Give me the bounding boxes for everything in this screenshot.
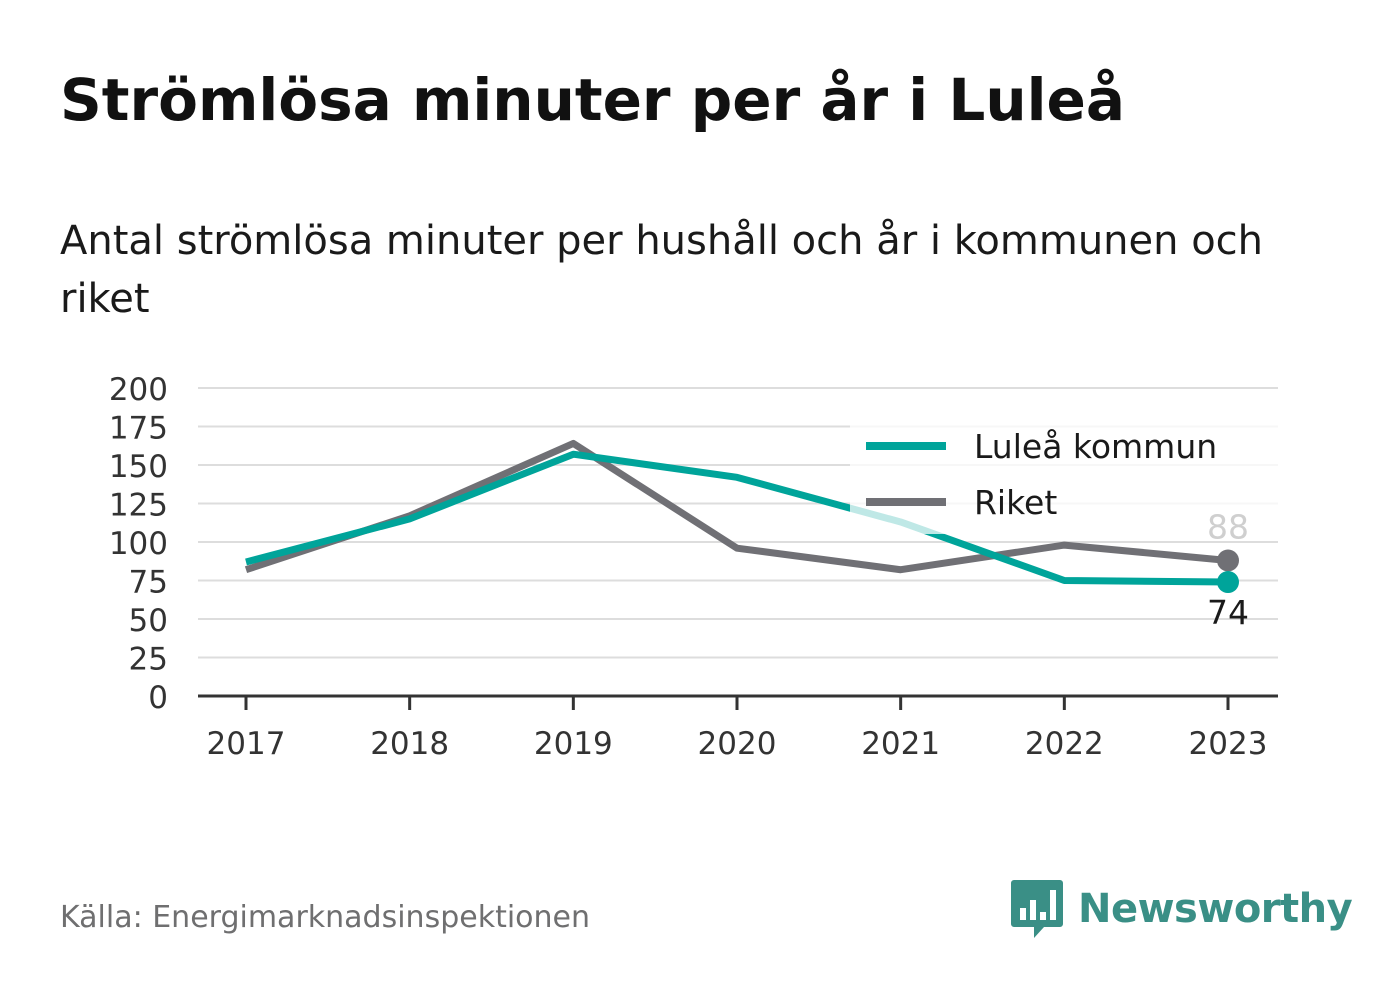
- legend-label: Riket: [974, 483, 1057, 522]
- x-tick-label: 2017: [207, 726, 286, 762]
- y-tick-label: 25: [129, 642, 168, 678]
- end-labels: 88 74: [1207, 507, 1249, 632]
- series-lines: [244, 439, 1239, 594]
- chart-subtitle: Antal strömlösa minuter per hushåll och …: [60, 218, 1264, 322]
- x-tick-label: 2020: [698, 726, 777, 762]
- y-tick-label: 50: [129, 603, 168, 639]
- y-tick-label: 0: [148, 680, 168, 716]
- bar-chart-speech-bubble-icon: [1011, 880, 1063, 938]
- end-value-label: 74: [1207, 593, 1249, 632]
- legend: Luleå kommun Riket: [850, 418, 1280, 534]
- x-tick-label: 2018: [370, 726, 449, 762]
- source-note: Källa: Energimarknadsinspektionen: [60, 900, 591, 935]
- x-tick-label: 2019: [534, 726, 613, 762]
- brand-logo: Newsworthy: [1010, 878, 1353, 940]
- y-tick-label: 125: [109, 488, 168, 524]
- y-tick-label: 150: [109, 449, 168, 485]
- x-tick-label: 2022: [1025, 726, 1104, 762]
- x-tick-label: 2023: [1189, 726, 1268, 762]
- y-tick-label: 200: [109, 372, 168, 408]
- brand-name: Newsworthy: [1078, 886, 1353, 932]
- end-point-marker: [1217, 571, 1239, 594]
- end-point-marker: [1217, 549, 1239, 572]
- legend-background: [850, 418, 1280, 534]
- end-value-label: 88: [1207, 507, 1249, 546]
- y-tick-label: 75: [129, 565, 168, 601]
- series-line: [245, 450, 1229, 586]
- chart-title: Strömlösa minuter per år i Luleå: [60, 66, 1125, 134]
- legend-label: Luleå kommun: [974, 427, 1217, 466]
- x-axis-ticks: 2017 2018 2019 2020 2021 2022 2023: [207, 696, 1268, 762]
- x-tick-label: 2021: [861, 726, 940, 762]
- y-tick-label: 100: [109, 526, 168, 562]
- y-tick-label: 175: [109, 411, 168, 447]
